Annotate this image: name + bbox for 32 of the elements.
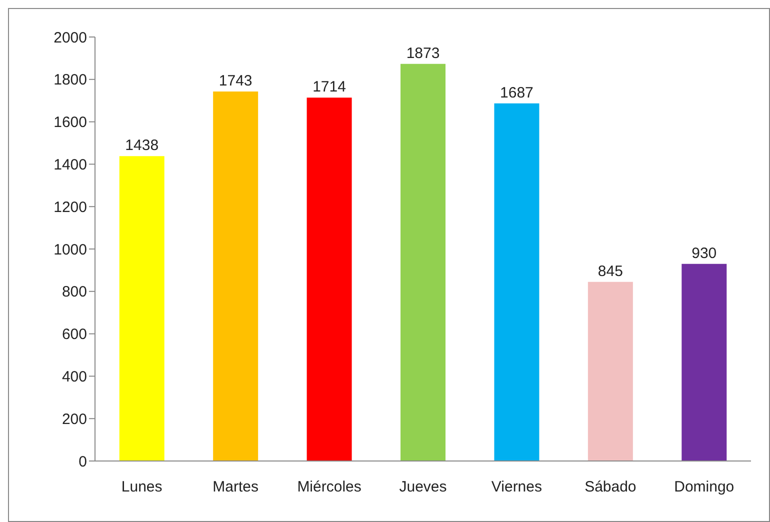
- y-tick-label: 600: [62, 326, 87, 344]
- bar: [494, 103, 540, 461]
- bar: [588, 282, 633, 461]
- data-label: 930: [692, 244, 717, 262]
- data-label: 1687: [500, 84, 534, 102]
- bar: [682, 264, 727, 461]
- x-tick-label: Domingo: [674, 478, 734, 496]
- y-tick-label: 200: [62, 410, 87, 428]
- y-tick-label: 1200: [54, 198, 87, 216]
- y-tick-label: 1800: [54, 72, 87, 89]
- x-tick-label: Sábado: [584, 478, 636, 496]
- x-tick-label: Jueves: [399, 478, 447, 496]
- data-label: 1438: [125, 137, 159, 154]
- data-label: 1873: [406, 44, 440, 62]
- data-label: 845: [598, 262, 623, 280]
- y-tick-label: 0: [78, 453, 87, 470]
- y-tick-label: 400: [62, 368, 87, 386]
- y-tick-label: 1400: [54, 156, 87, 174]
- bar: [306, 98, 352, 461]
- y-tick-label: 1600: [54, 114, 87, 132]
- y-tick-label: 2000: [54, 29, 87, 46]
- data-label: 1714: [312, 78, 346, 96]
- x-tick-label: Miércoles: [297, 478, 362, 496]
- bar: [119, 156, 164, 461]
- bar: [400, 64, 446, 461]
- bar: [213, 91, 258, 461]
- x-tick-label: Martes: [212, 478, 258, 496]
- data-label: 1743: [218, 72, 252, 90]
- x-tick-label: Viernes: [491, 478, 542, 496]
- y-tick-label: 1000: [54, 241, 87, 258]
- x-tick-label: Lunes: [121, 478, 162, 496]
- y-tick-label: 800: [62, 284, 87, 301]
